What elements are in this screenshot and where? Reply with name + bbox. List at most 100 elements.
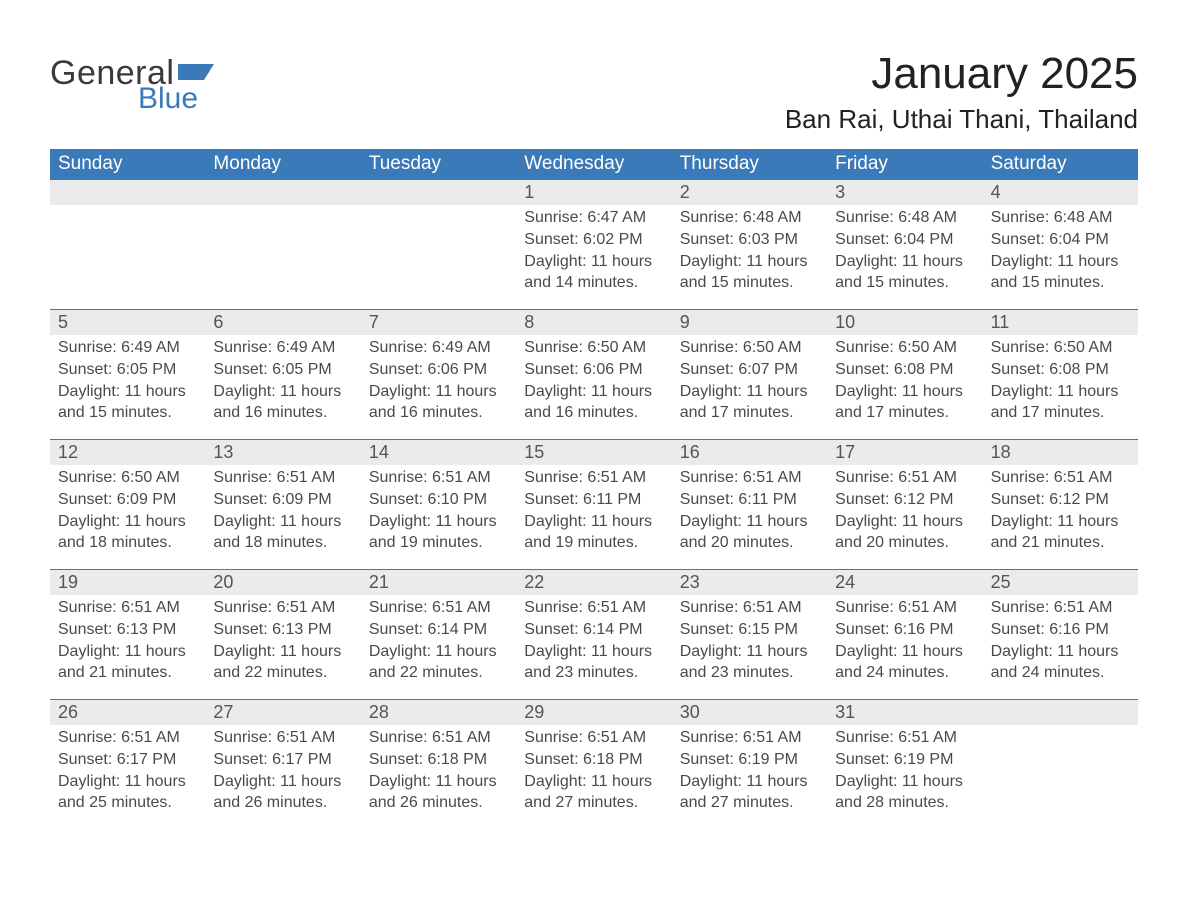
daylight-line-2: and 19 minutes. (524, 532, 663, 554)
day-content-cell: Sunrise: 6:51 AMSunset: 6:18 PMDaylight:… (516, 725, 671, 821)
sunset-line: Sunset: 6:07 PM (680, 359, 819, 381)
date-number-cell: 26 (50, 700, 205, 725)
logo: General Blue (50, 50, 214, 114)
date-number-cell: 4 (983, 180, 1138, 205)
sunset-line: Sunset: 6:10 PM (369, 489, 508, 511)
sunset-line: Sunset: 6:12 PM (835, 489, 974, 511)
calendar-page: General Blue January 2025 Ban Rai, Uthai… (0, 0, 1188, 918)
day-content-cell: Sunrise: 6:50 AMSunset: 6:08 PMDaylight:… (983, 335, 1138, 431)
sunrise-line: Sunrise: 6:48 AM (680, 207, 819, 229)
week-row: 19202122232425Sunrise: 6:51 AMSunset: 6:… (50, 569, 1138, 699)
daylight-line-2: and 21 minutes. (58, 662, 197, 684)
date-number-cell: 24 (827, 570, 982, 595)
daylight-line-1: Daylight: 11 hours (991, 511, 1130, 533)
date-number-cell: 21 (361, 570, 516, 595)
daylight-line-1: Daylight: 11 hours (213, 381, 352, 403)
week-row: 262728293031Sunrise: 6:51 AMSunset: 6:17… (50, 699, 1138, 829)
date-number-cell: 19 (50, 570, 205, 595)
title-block: January 2025 Ban Rai, Uthai Thani, Thail… (785, 50, 1138, 135)
weekday-header-cell: Sunday (50, 149, 205, 180)
date-number-cell: 11 (983, 310, 1138, 335)
daylight-line-2: and 18 minutes. (58, 532, 197, 554)
date-number-cell: 5 (50, 310, 205, 335)
content-strip: Sunrise: 6:49 AMSunset: 6:05 PM Daylight:… (50, 335, 1138, 439)
date-number-cell: 16 (672, 440, 827, 465)
location-title: Ban Rai, Uthai Thani, Thailand (785, 104, 1138, 135)
weekday-header-cell: Tuesday (361, 149, 516, 180)
daylight-line-1: Daylight: 11 hours (835, 641, 974, 663)
weekday-header-cell: Saturday (983, 149, 1138, 180)
daylight-line-2: and 25 minutes. (58, 792, 197, 814)
sunrise-line: Sunrise: 6:51 AM (991, 467, 1130, 489)
daylight-line-2: and 14 minutes. (524, 272, 663, 294)
date-strip: 1234 (50, 180, 1138, 205)
date-number-cell: 8 (516, 310, 671, 335)
day-content-cell (50, 205, 205, 301)
date-number-cell: 10 (827, 310, 982, 335)
date-strip: 12131415161718 (50, 440, 1138, 465)
date-number-cell: 30 (672, 700, 827, 725)
day-content-cell: Sunrise: 6:51 AMSunset: 6:17 PMDaylight:… (205, 725, 360, 821)
sunset-line: Sunset: 6:04 PM (991, 229, 1130, 251)
daylight-line-1: Daylight: 11 hours (991, 251, 1130, 273)
sunrise-line: Sunrise: 6:50 AM (835, 337, 974, 359)
sunset-line: Sunset: 6:06 PM (369, 359, 508, 381)
daylight-line-1: Daylight: 11 hours (369, 641, 508, 663)
sunrise-line: Sunrise: 6:51 AM (213, 597, 352, 619)
weekday-header-cell: Thursday (672, 149, 827, 180)
date-number-cell: 12 (50, 440, 205, 465)
daylight-line-1: Daylight: 11 hours (835, 381, 974, 403)
day-content-cell: Sunrise: 6:51 AMSunset: 6:11 PMDaylight:… (516, 465, 671, 561)
weeks-container: 1234Sunrise: 6:47 AMSunset: 6:02 PMDayli… (50, 180, 1138, 829)
sunset-line: Sunset: 6:06 PM (524, 359, 663, 381)
daylight-line-1: Daylight: 11 hours (835, 251, 974, 273)
daylight-line-1: Daylight: 11 hours (58, 641, 197, 663)
sunset-line: Sunset: 6:16 PM (991, 619, 1130, 641)
daylight-line-1: Daylight: 11 hours (369, 771, 508, 793)
sunset-line: Sunset: 6:19 PM (680, 749, 819, 771)
date-strip: 19202122232425 (50, 570, 1138, 595)
sunrise-line: Sunrise: 6:51 AM (524, 467, 663, 489)
daylight-line-2: and 15 minutes. (680, 272, 819, 294)
daylight-line-1: Daylight: 11 hours (524, 511, 663, 533)
daylight-line-2: and 16 minutes. (524, 402, 663, 424)
daylight-line-1: Daylight: 11 hours (835, 511, 974, 533)
sunset-line: Sunset: 6:09 PM (213, 489, 352, 511)
sunrise-line: Sunrise: 6:49 AM (58, 337, 197, 359)
daylight-line-2: and 21 minutes. (991, 532, 1130, 554)
date-number-cell: 9 (672, 310, 827, 335)
sunrise-line: Sunrise: 6:50 AM (991, 337, 1130, 359)
sunrise-line: Sunrise: 6:51 AM (58, 597, 197, 619)
weekday-header-row: SundayMondayTuesdayWednesdayThursdayFrid… (50, 149, 1138, 180)
date-number-cell: 7 (361, 310, 516, 335)
date-number-cell: 22 (516, 570, 671, 595)
sunset-line: Sunset: 6:19 PM (835, 749, 974, 771)
date-strip: 262728293031 (50, 700, 1138, 725)
day-content-cell: Sunrise: 6:49 AMSunset: 6:05 PMDaylight:… (50, 335, 205, 431)
sunset-line: Sunset: 6:16 PM (835, 619, 974, 641)
date-number-cell: 1 (516, 180, 671, 205)
content-strip: Sunrise: 6:47 AMSunset: 6:02 PMDaylight:… (50, 205, 1138, 309)
date-number-cell (205, 180, 360, 205)
date-number-cell: 28 (361, 700, 516, 725)
sunrise-line: Sunrise: 6:51 AM (835, 727, 974, 749)
daylight-line-1: Daylight: 11 hours (991, 641, 1130, 663)
sunset-line: Sunset: 6:11 PM (680, 489, 819, 511)
sunset-line: Sunset: 6:14 PM (524, 619, 663, 641)
daylight-line-1: Daylight: 11 hours (369, 511, 508, 533)
sunrise-line: Sunrise: 6:48 AM (991, 207, 1130, 229)
sunrise-line: Sunrise: 6:48 AM (835, 207, 974, 229)
month-title: January 2025 (785, 50, 1138, 98)
daylight-line-2: and 26 minutes. (369, 792, 508, 814)
day-content-cell: Sunrise: 6:49 AMSunset: 6:06 PMDaylight:… (361, 335, 516, 431)
daylight-line-2: and 27 minutes. (524, 792, 663, 814)
date-strip: 567891011 (50, 310, 1138, 335)
sunset-line: Sunset: 6:14 PM (369, 619, 508, 641)
sunset-line: Sunset: 6:05 PM (58, 359, 197, 381)
daylight-line-2: and 19 minutes. (369, 532, 508, 554)
daylight-line-2: and 16 minutes. (213, 402, 352, 424)
day-content-cell: Sunrise: 6:51 AMSunset: 6:13 PMDaylight:… (50, 595, 205, 691)
day-content-cell (205, 205, 360, 301)
day-content-cell: Sunrise: 6:51 AMSunset: 6:16 PMDaylight:… (983, 595, 1138, 691)
day-content-cell: Sunrise: 6:48 AMSunset: 6:04 PMDaylight:… (983, 205, 1138, 301)
